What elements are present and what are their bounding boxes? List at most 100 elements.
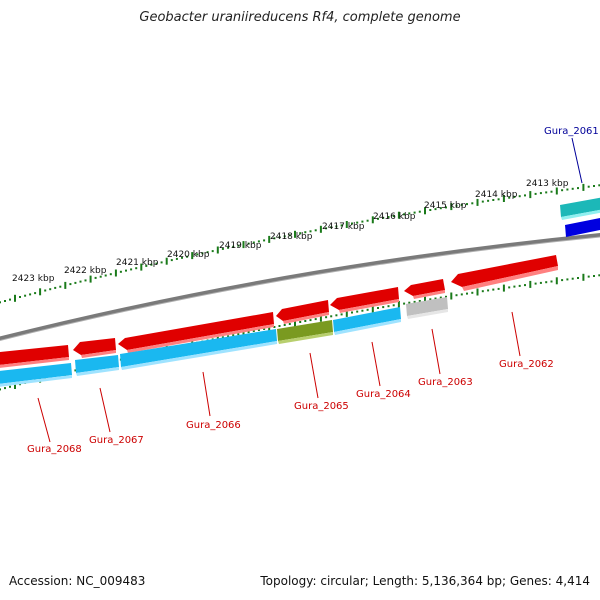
scale-dot [49,288,52,291]
scale-dot [518,195,521,198]
scale-tick-major [216,246,219,254]
scale-dot [497,287,500,290]
scale-label: 2420 kbp [167,250,210,260]
scale-dot [247,331,250,334]
scale-dot [206,251,209,254]
gene-gura-2066[interactable] [118,312,274,353]
scale-dot [550,280,553,283]
scale-label: 2419 kbp [219,241,262,251]
scale-dot [232,245,235,248]
gene-gura-2068[interactable] [0,345,69,369]
gene-gura-2063[interactable] [404,279,445,299]
scale-labels: 2413 kbp 2414 kbp 2415 kbp 2416 kbp 2417… [12,179,569,284]
gene-gura-2062[interactable] [451,255,558,291]
scale-dot [335,225,338,228]
scale-dot [44,289,47,292]
scale-dot [492,199,495,201]
scale-dot [309,230,312,233]
scale-tick-major [140,263,143,271]
scale-dot [221,247,224,250]
track-segment-cyan-left [75,355,119,376]
scale-dot [99,275,102,278]
scale-dot [466,203,468,206]
scale-dot [201,252,204,255]
scale-tick-major [476,288,479,296]
scale-dot [387,216,390,218]
gene-label-gura-2063[interactable]: Gura_2063 [418,377,473,388]
scale-tick-major [191,252,194,260]
scale-dot [598,184,600,187]
scale-dot [237,333,240,336]
track-segment-grey [406,297,448,319]
scale-dot [497,198,500,201]
scale-dot [145,264,148,267]
scale-dot [593,275,595,277]
scale-tick-major [64,281,67,289]
scale-dot [460,293,463,296]
scale-tick-major [502,195,505,202]
scale-tick-major [114,269,117,277]
scale-label: 2416 kbp [373,212,416,222]
scale-dot [330,226,333,229]
scale-dot [471,291,474,294]
scale-dot [392,304,395,307]
scale-dot [273,326,276,328]
scale-dot [434,208,437,211]
track-segment-cyan-right [333,307,401,335]
scale-dot [263,328,266,330]
scale-tick-major [39,288,42,296]
scale-tick-major [294,319,296,327]
scale-tick-major [371,216,374,224]
gene-label-gura-2067[interactable]: Gura_2067 [89,435,144,446]
scale-dot [29,293,32,296]
gene-label-gura-2068[interactable]: Gura_2068 [27,444,82,455]
scale-dot [335,314,338,317]
scale-dot [487,199,490,202]
gene-gura-2065[interactable] [276,300,329,324]
scale-dot [366,219,369,222]
scale-dot [278,325,281,327]
scale-dot [325,316,328,319]
scale-dot [299,232,302,235]
scale-dot [351,311,353,314]
scale-label: 2414 kbp [475,190,518,200]
scale-dot [429,209,432,211]
scale-dot [227,335,230,338]
scale-dot [455,204,458,207]
scale-dot [252,241,255,244]
scale-tick-major [371,305,374,313]
scale-tick-major [397,211,400,219]
scale-dot [356,310,359,313]
scale-tick-major [476,198,479,206]
scale-tick-major [242,241,245,249]
scale-dot [79,280,82,283]
scale-dot [211,250,214,253]
gene-label-gura-2066[interactable]: Gura_2066 [186,420,241,431]
gene-label-gura-2062[interactable]: Gura_2062 [499,359,554,370]
scale-tick-major [582,183,585,191]
scale-dot [130,268,133,271]
scale-label: 2413 kbp [526,179,569,189]
scale-dot [325,227,328,230]
scale-dot [439,296,442,299]
scale-dot [361,220,364,223]
scale-label: 2415 kbp [424,201,467,211]
genome-summary-text: Topology: circular; Length: 5,136,364 bp… [260,574,590,588]
gene-label-gura-2061[interactable]: Gura_2061 [544,126,599,137]
scale-dot [278,236,281,239]
gene-gura-2067[interactable] [73,338,116,358]
scale-dot [304,231,307,234]
gene-gura-2064[interactable] [330,287,399,313]
scale-tick-major [345,221,348,228]
track-segment-green [277,320,333,344]
scale-dot [84,279,87,282]
gene-label-gura-2065[interactable]: Gura_2065 [294,401,349,412]
gene-label-gura-2064[interactable]: Gura_2064 [356,389,411,400]
outer-scale-ring [0,183,600,304]
scale-tick-major [450,203,453,211]
scale-dot [314,318,317,321]
scale-dot [356,221,359,224]
scale-dot [125,269,127,272]
gene-gura-2061[interactable] [560,196,600,237]
